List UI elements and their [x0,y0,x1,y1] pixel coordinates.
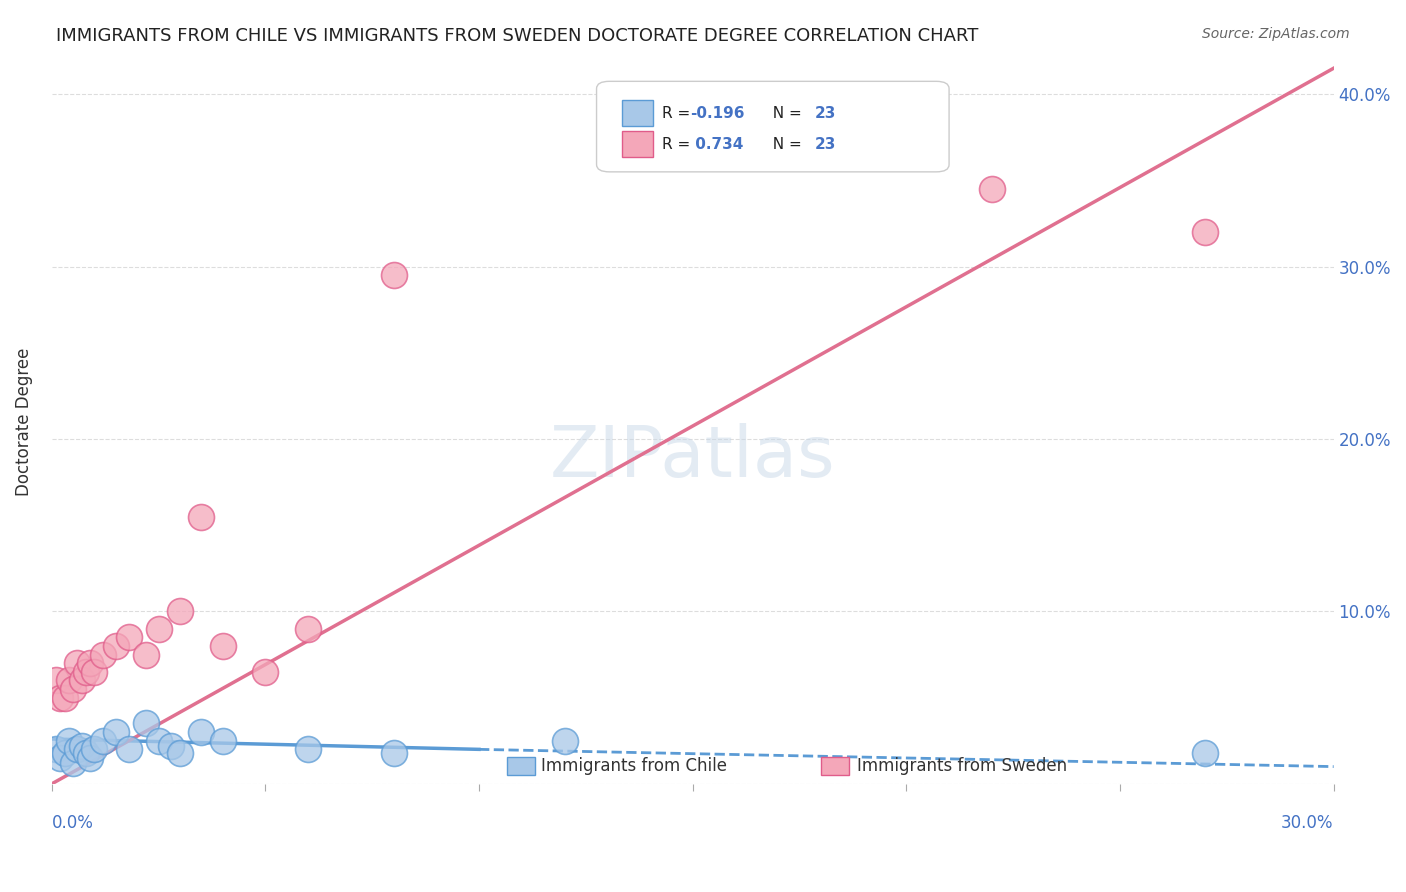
Point [83,742,105,756]
Text: R =: R = [662,136,695,152]
Point [160,739,183,753]
Point [980,182,1002,196]
Point [211,733,233,747]
Point [1194,746,1216,760]
Point [382,746,405,760]
Point [148,733,170,747]
Point [91,648,114,662]
FancyBboxPatch shape [596,81,949,172]
Point [135,716,157,731]
Point [53,690,76,705]
Point [169,746,191,760]
Point [58,733,80,747]
Text: 0.0%: 0.0% [52,814,94,832]
Point [91,733,114,747]
Point [70,673,93,688]
Text: 23: 23 [814,136,835,152]
Point [75,746,97,760]
Point [70,739,93,753]
Point [135,648,157,662]
Point [62,681,84,696]
Text: N =: N = [763,136,807,152]
Text: 0.734: 0.734 [690,136,744,152]
Point [1194,225,1216,239]
Text: Immigrants from Chile: Immigrants from Chile [541,757,727,775]
Text: 30.0%: 30.0% [1281,814,1334,832]
Text: IMMIGRANTS FROM CHILE VS IMMIGRANTS FROM SWEDEN DOCTORATE DEGREE CORRELATION CHA: IMMIGRANTS FROM CHILE VS IMMIGRANTS FROM… [56,27,979,45]
Bar [623,100,652,127]
Point [118,630,141,644]
Point [190,725,212,739]
Point [553,733,575,747]
Text: 23: 23 [814,105,835,120]
Point [66,742,89,756]
Point [83,665,105,679]
Point [169,604,191,618]
Y-axis label: Doctorate Degree: Doctorate Degree [15,348,32,496]
Point [254,665,277,679]
Text: N =: N = [763,105,807,120]
Point [58,673,80,688]
Bar [623,131,652,157]
Point [148,622,170,636]
Point [79,751,101,765]
Text: Source: ZipAtlas.com: Source: ZipAtlas.com [1202,27,1350,41]
Bar [506,757,536,775]
Point [297,742,319,756]
Point [190,509,212,524]
Text: -0.196: -0.196 [690,105,745,120]
Point [49,751,72,765]
Point [79,656,101,670]
Point [382,268,405,282]
Text: ZIPatlas: ZIPatlas [550,424,835,492]
Text: R =: R = [662,105,695,120]
Point [297,622,319,636]
Point [45,673,67,688]
Point [211,639,233,653]
Text: Immigrants from Sweden: Immigrants from Sweden [856,757,1067,775]
Point [75,665,97,679]
Point [49,690,72,705]
Point [104,725,127,739]
Point [62,756,84,771]
Point [45,742,67,756]
Bar [821,757,849,775]
Point [104,639,127,653]
Point [53,746,76,760]
Point [118,742,141,756]
Point [66,656,89,670]
